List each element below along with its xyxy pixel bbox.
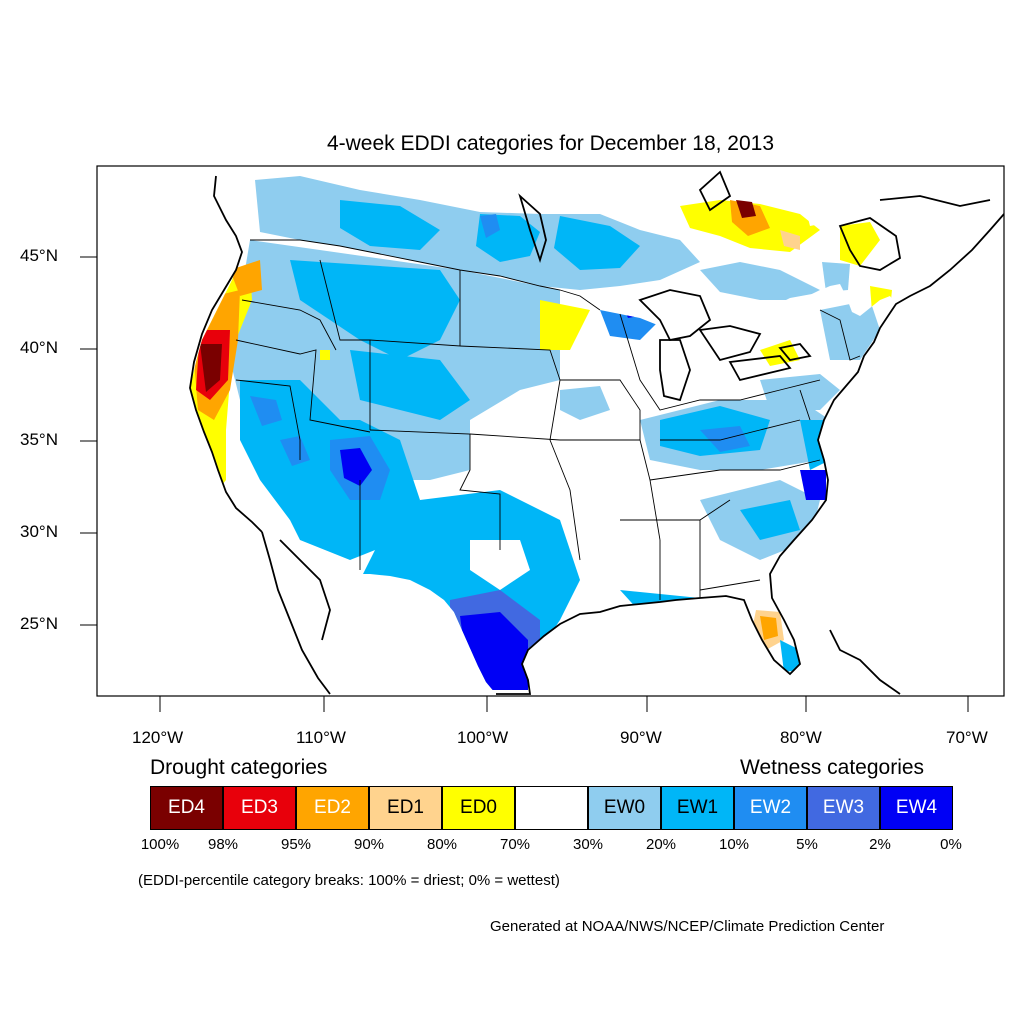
legend-break-label: 20% (645, 836, 677, 853)
legend-box-ew3: EW3 (807, 786, 880, 830)
lat-label-40: 40°N (20, 338, 58, 357)
legend-box-ew2: EW2 (734, 786, 807, 830)
legend-break-label: 100% (140, 836, 180, 853)
lat-label-30: 30°N (20, 522, 58, 541)
wetness-heading: Wetness categories (740, 756, 925, 779)
legend-break-label: 70% (499, 836, 531, 853)
legend-break-label: 30% (572, 836, 604, 853)
credit-line: Generated at NOAA/NWS/NCEP/Climate Predi… (490, 918, 885, 935)
legend-box-ed4: ED4 (150, 786, 223, 830)
coastlines (189, 170, 1004, 695)
map-title: 4-week EDDI categories for December 18, … (326, 132, 775, 155)
map-frame (96, 165, 1005, 697)
canada-field (255, 176, 892, 312)
lon-label-70: 70°W (946, 728, 988, 747)
legend-box-ed0: ED0 (442, 786, 515, 830)
legend-box-neutral (515, 786, 588, 830)
legend-break-label: 90% (353, 836, 385, 853)
legend-box-ed2: ED2 (296, 786, 369, 830)
legend-break-label: 80% (426, 836, 458, 853)
legend-box-ew4: EW4 (880, 786, 953, 830)
category-note: (EDDI-percentile category breaks: 100% =… (138, 872, 560, 889)
lon-label-120: 120°W (132, 728, 184, 747)
legend-box-ew0: EW0 (588, 786, 661, 830)
lon-label-90: 90°W (620, 728, 662, 747)
lat-ticks (80, 256, 97, 626)
legend-break-label: 5% (796, 836, 818, 853)
legend-break-label: 95% (280, 836, 312, 853)
legend-break-label: 10% (718, 836, 750, 853)
lon-ticks (159, 696, 969, 712)
lat-label-35: 35°N (20, 430, 58, 449)
legend-box-ew1: EW1 (661, 786, 734, 830)
legend-break-label: 0% (940, 836, 962, 853)
lon-label-110: 110°W (296, 728, 346, 747)
lon-label-100: 100°W (457, 728, 509, 747)
state-borders (235, 239, 861, 600)
drought-heading: Drought categories (150, 756, 328, 779)
legend-break-label: 2% (869, 836, 891, 853)
lat-label-25: 25°N (20, 614, 58, 633)
legend-break-label: 98% (207, 836, 239, 853)
legend-box-ed1: ED1 (369, 786, 442, 830)
lon-label-80: 80°W (780, 728, 822, 747)
legend-box-ed3: ED3 (223, 786, 296, 830)
lat-label-45: 45°N (20, 246, 58, 265)
